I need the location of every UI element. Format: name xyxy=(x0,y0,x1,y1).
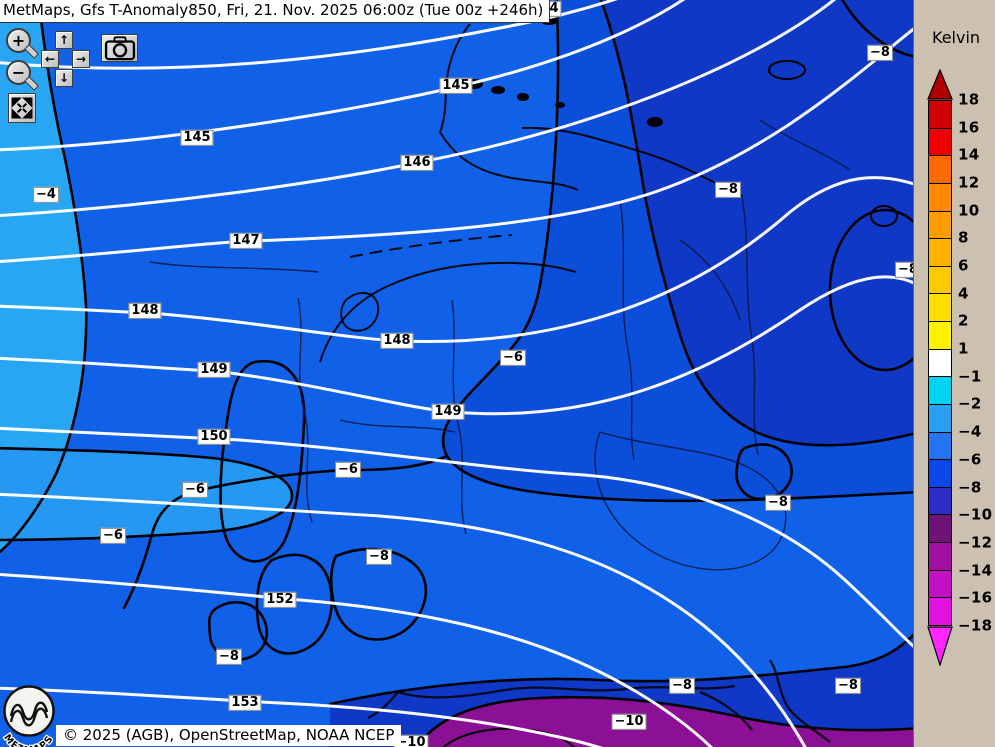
colorbar-segment xyxy=(929,598,951,625)
region-minus8-northeast xyxy=(600,0,913,446)
colorbar-tick-label: −1 xyxy=(958,367,982,386)
colorbar-title: Kelvin xyxy=(932,28,981,47)
attribution-bar: © 2025 (AGB), OpenStreetMap, NOAA NCEP xyxy=(56,725,402,746)
colorbar-tick-label: 14 xyxy=(958,145,980,164)
colorbar-tick-label: 4 xyxy=(958,284,969,303)
colorbar-tick-label: 18 xyxy=(958,90,980,109)
arrow-left-icon: ← xyxy=(44,52,56,66)
colorbar-segment xyxy=(929,128,951,157)
arrow-right-icon: → xyxy=(75,52,87,66)
colorbar-tick-label: 10 xyxy=(958,201,980,220)
colorbar-segment xyxy=(929,460,951,488)
zoom-in-button[interactable]: + xyxy=(6,28,40,59)
arrow-up-icon: ↑ xyxy=(58,33,70,47)
colorbar-tick-label: −6 xyxy=(958,450,982,469)
colorbar-segment xyxy=(929,377,951,405)
colorbar-tick-label: −10 xyxy=(958,505,993,524)
metmaps-logo: METMAPS xyxy=(0,685,56,747)
arrow-down-icon: ↓ xyxy=(58,71,70,85)
colorbar-segment xyxy=(929,349,951,378)
magnifier-plus-icon: + xyxy=(11,31,26,50)
colorbar-segment xyxy=(929,101,951,129)
colorbar-segment xyxy=(929,432,951,461)
colorbar-segment xyxy=(929,404,951,433)
colorbar-segment xyxy=(929,570,951,599)
colorbar-segment xyxy=(929,266,951,295)
colorbar-segment xyxy=(929,322,951,350)
colorbar-segment xyxy=(929,515,951,543)
colorbar-tick-label: 6 xyxy=(958,256,969,275)
colorbar-tick-label: −12 xyxy=(958,533,993,552)
colorbar-segment xyxy=(929,487,951,516)
magnifier-minus-icon: − xyxy=(11,63,26,82)
colorbar-arrow-top xyxy=(927,69,953,100)
fullscreen-button[interactable] xyxy=(8,93,36,123)
colorbar-segment xyxy=(929,239,951,267)
camera-icon xyxy=(104,36,135,61)
colorbar-tick-label: −18 xyxy=(958,616,993,635)
pan-up-button[interactable]: ↑ xyxy=(55,31,73,49)
weather-map-svg xyxy=(0,0,913,747)
colorbar-arrow-bottom xyxy=(927,626,953,666)
colorbar-tick-label: 12 xyxy=(958,173,980,192)
colorbar-panel: Kelvin 18 16 14 12 10 8 6 4 2 1 −1 −2 −4 −6 −8 −10 −12 −1… xyxy=(913,0,995,747)
colorbar-tick-label: 1 xyxy=(958,339,969,358)
colorbar-tick-label: −4 xyxy=(958,422,982,441)
colorbar-tick-label: 2 xyxy=(958,312,969,331)
map-canvas[interactable]: 144145145146147148148149149150152153−4−6… xyxy=(0,0,913,747)
region-minus2 xyxy=(0,0,87,552)
title-bar: MetMaps, Gfs T-Anomaly850, Fri, 21. Nov.… xyxy=(0,0,551,23)
zoom-out-button[interactable]: − xyxy=(6,60,40,91)
colorbar-tick-label: 8 xyxy=(958,229,969,248)
colorbar-segment xyxy=(929,156,951,184)
colorbar-segment xyxy=(929,211,951,240)
colorbar-tick-label: −14 xyxy=(958,561,993,580)
colorbar-tick-label: −8 xyxy=(958,478,982,497)
region-hole-east xyxy=(828,208,913,372)
pan-right-button[interactable]: → xyxy=(72,50,90,68)
colorbar-segment xyxy=(929,543,951,571)
colorbar-tick-label: 16 xyxy=(958,118,980,137)
pan-left-button[interactable]: ← xyxy=(41,50,59,68)
title-text: MetMaps, Gfs T-Anomaly850, Fri, 21. Nov.… xyxy=(3,1,544,19)
snapshot-button[interactable] xyxy=(101,34,138,62)
colorbar-segment xyxy=(929,183,951,212)
expand-arrows-icon xyxy=(11,97,33,119)
region-west-tongue xyxy=(0,448,292,540)
colorbar-tick-label: −16 xyxy=(958,588,993,607)
attribution-text: © 2025 (AGB), OpenStreetMap, NOAA NCEP xyxy=(63,726,395,744)
pan-down-button[interactable]: ↓ xyxy=(55,69,73,87)
colorbar-tick-label: −2 xyxy=(958,395,982,414)
colorbar-scale xyxy=(928,100,952,626)
colorbar-segment xyxy=(929,294,951,322)
